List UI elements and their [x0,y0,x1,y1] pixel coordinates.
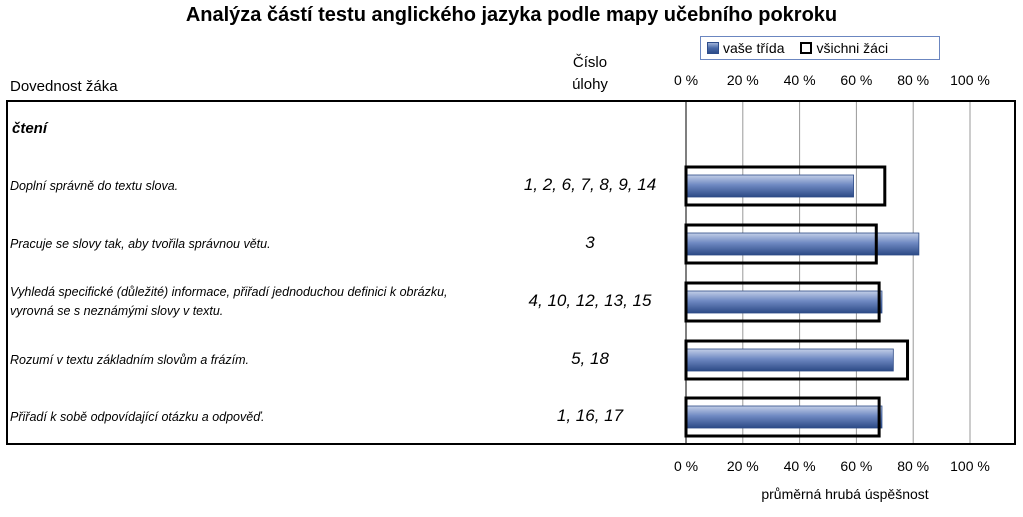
row-skill-line: Vyhledá specifické (důležité) informace,… [10,285,448,299]
row-skill-line: vyrovná se s neznámými slovy v textu. [10,304,224,318]
legend-label-class: vaše třída [723,40,785,56]
bar-all-4 [684,396,881,438]
row-skill-3: Rozumí v textu základním slovům a frázím… [10,351,480,370]
column-header-task-line1: Číslo [572,54,608,71]
top-tick-100: 100 % [950,72,990,88]
bar-class-3 [685,348,894,372]
row-skill-line: Přiřadí k sobě odpovídající otázku a odp… [10,409,265,424]
x-axis-label: průměrná hrubá úspěšnost [761,486,929,502]
bottom-tick-100: 100 % [950,458,990,474]
bar-class-0 [685,174,854,198]
legend-swatch-all [800,42,813,54]
row-skill-1: Pracuje se slovy tak, aby tvořila správn… [10,235,480,254]
row-tasks-3: 5, 18 [571,349,609,368]
bottom-tick-80: 80 % [897,458,930,474]
top-tick-0: 0 % [673,72,699,88]
bar-all-3 [684,339,910,381]
row-tasks-2: 4, 10, 12, 13, 15 [528,291,652,310]
column-header-task: Číslo úlohy [540,52,640,96]
bottom-tick-20: 20 % [726,458,759,474]
bar-all-2 [684,281,881,323]
legend-label-all: všichni žáci [816,40,889,56]
section-label: čtení [12,120,48,137]
row-tasks-4: 1, 16, 17 [556,406,624,425]
row-skill-line: Pracuje se slovy tak, aby tvořila správn… [10,236,271,251]
bottom-tick-60: 60 % [840,458,873,474]
bar-all-1 [684,223,878,265]
top-tick-20: 20 % [726,72,759,88]
row-tasks-1: 3 [585,233,595,252]
top-tick-40: 40 % [783,72,816,88]
legend-swatch-class [707,42,719,54]
row-tasks-0: 1, 2, 6, 7, 8, 9, 14 [523,175,657,194]
row-skill-line: Rozumí v textu základním slovům a frázím… [10,352,249,367]
row-skill-2: Vyhledá specifické (důležité) informace,… [10,283,480,321]
bar-all-0 [684,165,887,207]
row-skill-line: Doplní správně do textu slova. [10,178,179,193]
top-tick-60: 60 % [840,72,873,88]
row-skill-0: Doplní správně do textu slova. [10,177,480,196]
chart-title: Analýza částí testu anglického jazyka po… [185,4,838,26]
bar-class-1 [685,232,920,256]
bottom-tick-0: 0 % [673,458,699,474]
legend-item-all: všichni žáci [800,40,888,56]
bar-class-4 [685,405,883,429]
table-frame [6,100,1016,445]
legend-item-class: vaše třída [707,40,784,56]
row-skill-4: Přiřadí k sobě odpovídající otázku a odp… [10,408,480,427]
top-tick-80: 80 % [897,72,930,88]
column-header-skill: Dovednost žáka [10,78,118,95]
bottom-tick-40: 40 % [783,458,816,474]
column-header-task-line2: úlohy [572,76,608,93]
legend: vaše třída všichni žáci [700,36,940,60]
bar-class-2 [685,290,883,314]
